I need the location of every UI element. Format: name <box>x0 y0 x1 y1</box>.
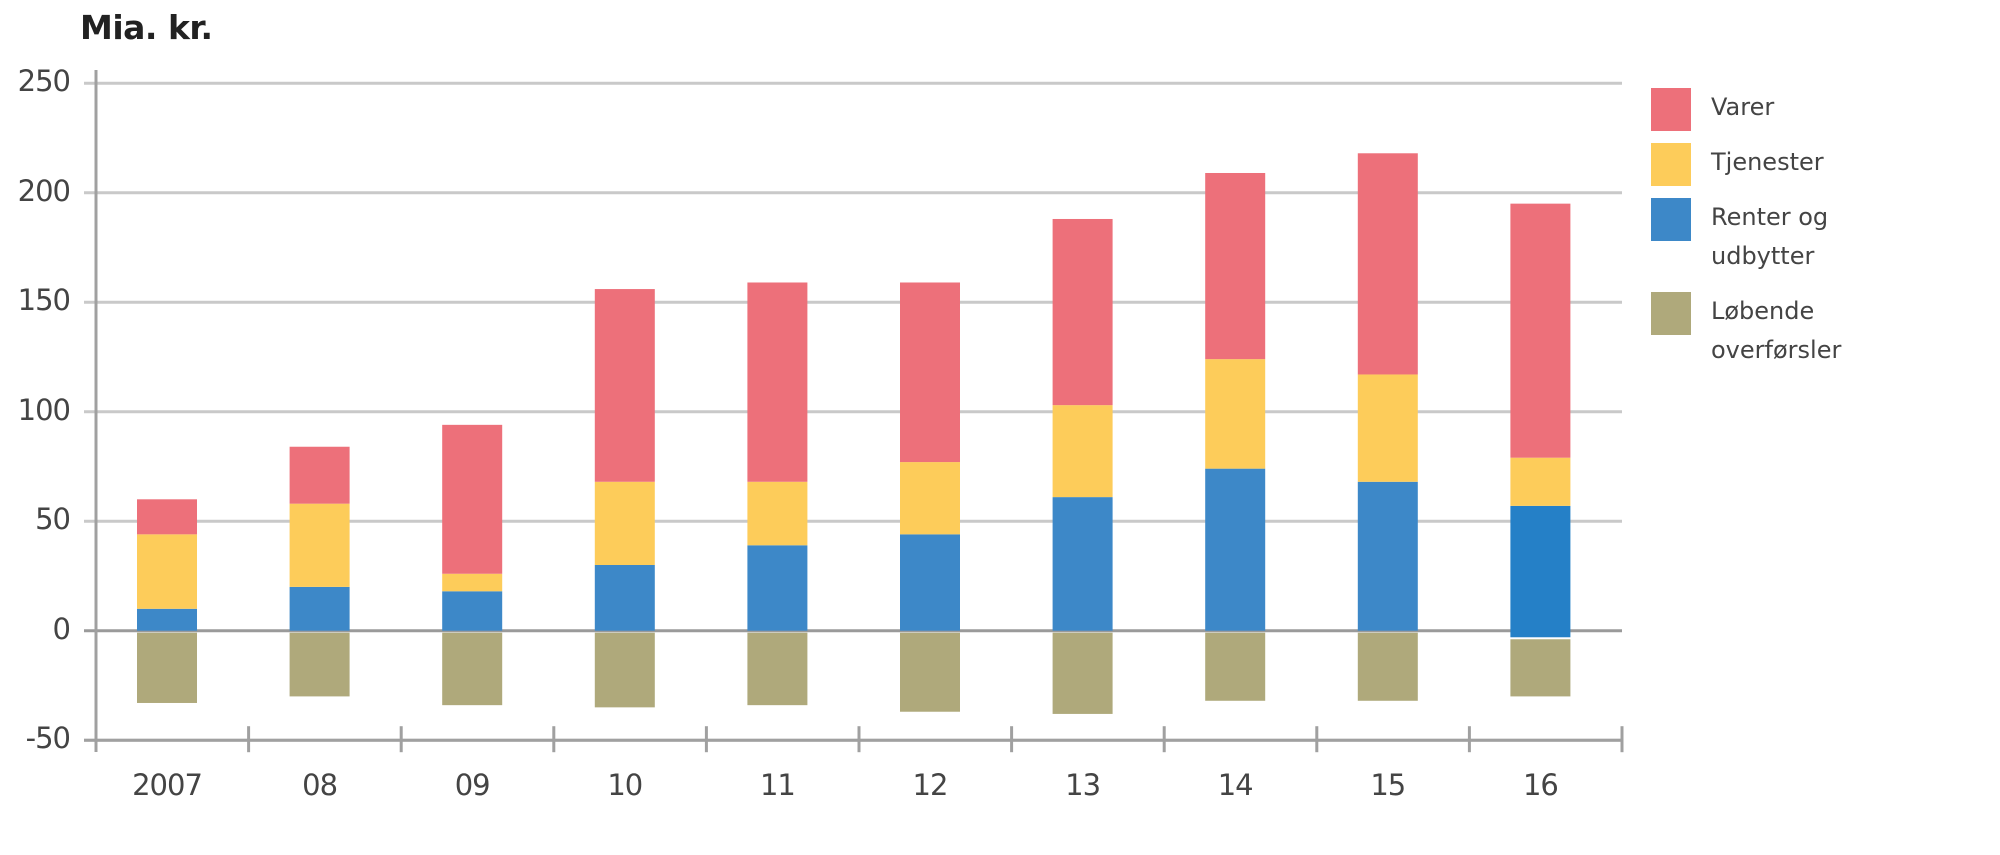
bar-segment-negative <box>442 632 503 706</box>
x-tick-label: 16 <box>1522 768 1559 802</box>
y-tick-label: -50 <box>25 721 71 756</box>
bar-segment <box>900 534 960 631</box>
bar-segment <box>1205 172 1266 360</box>
x-tick-label: 11 <box>759 768 796 802</box>
x-tick-label: 08 <box>302 768 338 802</box>
legend-label: Løbende overførsler <box>1711 297 1842 364</box>
bar-segment <box>594 289 655 482</box>
x-tick-label: 10 <box>607 768 643 802</box>
bar-segment <box>1052 218 1113 406</box>
bar-segment <box>747 545 808 631</box>
bar-segment <box>747 481 808 546</box>
bar-segment <box>289 586 350 631</box>
bar-segment <box>442 573 503 592</box>
bar-segment <box>1052 497 1113 631</box>
legend-swatch-varer <box>1651 88 1691 131</box>
x-tick-label: 12 <box>912 768 949 802</box>
y-tick-label: 100 <box>17 392 71 427</box>
bar-segment <box>1357 481 1418 631</box>
chart-title: Mia. kr. <box>80 8 213 47</box>
bar-segment <box>137 534 197 609</box>
bar-segment-negative <box>594 632 655 708</box>
x-tick-label: 2007 <box>132 768 203 802</box>
y-tick-label: 150 <box>17 283 71 318</box>
bar-segment <box>594 565 655 631</box>
bar-series <box>137 153 1571 714</box>
legend-swatch-renter-og-udbytter <box>1651 198 1691 241</box>
bar-segment <box>900 282 960 463</box>
bar-segment <box>1205 468 1266 631</box>
bar-segment-negative <box>900 632 960 712</box>
y-tick-label: 250 <box>17 64 71 99</box>
bar-segment-negative <box>289 632 350 697</box>
bar-segment <box>1510 203 1571 458</box>
bar-segment <box>289 446 350 504</box>
legend-label: Renter og udbytter <box>1711 203 1829 270</box>
bar-segment <box>289 503 350 587</box>
x-tick-label: 15 <box>1370 768 1406 802</box>
bar-segment <box>1052 405 1113 498</box>
bar-segment <box>1510 457 1571 506</box>
bar-segment <box>747 282 808 482</box>
bar-segment-negative <box>747 632 808 706</box>
legend-label: Tjenester <box>1711 148 1824 176</box>
x-tick-label: 09 <box>454 768 491 802</box>
bar-segment <box>1205 359 1266 469</box>
bar-segment <box>1357 153 1418 375</box>
bar-segment-negative <box>1357 632 1418 701</box>
bar-segment <box>594 481 655 565</box>
bar-segment <box>900 462 960 535</box>
bar-segment <box>442 591 503 631</box>
legend-label: Varer <box>1711 93 1775 121</box>
bar-segment <box>1357 374 1418 482</box>
y-tick-label: 200 <box>17 173 71 208</box>
bar-segment-negative <box>137 632 197 703</box>
x-tick-label: 13 <box>1065 768 1101 802</box>
bar-segment-negative <box>1052 632 1113 714</box>
y-tick-label: 50 <box>35 502 71 537</box>
bar-segment-negative <box>1510 639 1571 697</box>
x-tick-label: 14 <box>1217 768 1254 802</box>
axes <box>84 70 1624 753</box>
bar-segment-negative <box>1205 632 1266 701</box>
bar-segment <box>137 499 197 535</box>
bar-segment <box>137 608 197 631</box>
legend-swatch-lobende-overforsler <box>1651 292 1691 335</box>
legend-swatch-tjenester <box>1651 143 1691 186</box>
y-tick-label: 0 <box>52 611 71 646</box>
bar-segment <box>442 424 503 574</box>
bar-segment <box>1510 505 1571 638</box>
